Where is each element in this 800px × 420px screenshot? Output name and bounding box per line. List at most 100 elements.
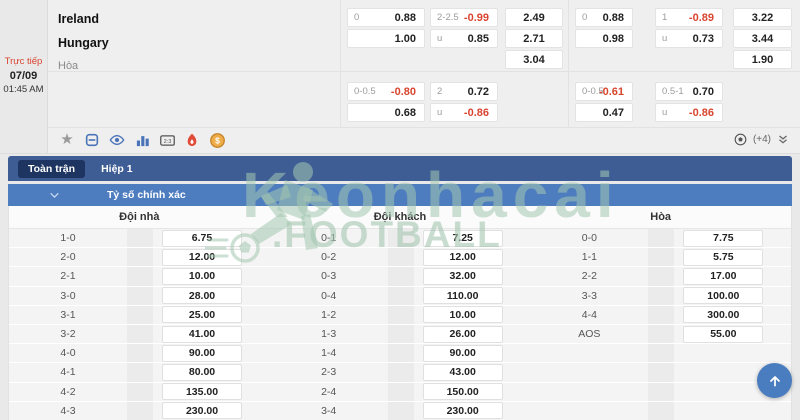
odds-box[interactable]: 150.00 [422,383,503,401]
h1-1x2-away-odds[interactable]: 3.44 [733,29,792,48]
table-row: 4-3 230.00 3-4 230.00 [9,401,791,420]
draw-score-cell: AOS 55.00 [530,324,791,344]
odds-value: 1.00 [394,32,416,45]
score-label: 2-3 [321,366,337,379]
table-row: 3-0 28.00 0-4 110.00 3-3 100.00 [9,286,791,306]
odds-box[interactable]: 230.00 [422,402,503,420]
ft2-under-odds[interactable]: u -0.86 [430,103,498,122]
odds-box-zone: 12.00 [153,248,270,266]
odds-box[interactable]: 135.00 [162,383,242,401]
table-header-row: Đội nhà Đội khách Hòa [9,206,791,229]
h1-under-odds[interactable]: u 0.73 [655,29,723,48]
odds-box[interactable]: 10.00 [162,267,242,285]
odds-box[interactable]: 6.75 [162,229,242,247]
h1-over-odds[interactable]: 1 -0.89 [655,8,723,27]
odds-box[interactable]: 43.00 [422,363,503,381]
handicap-line: 0-0.5 [354,86,376,97]
watch-eye-icon[interactable] [108,131,126,149]
odds-value: 3.44 [751,32,774,45]
odds-box[interactable]: 100.00 [683,287,764,305]
under-label: u [437,33,443,44]
divider [648,305,675,324]
hot-flame-icon[interactable] [183,131,201,149]
h1-1x2-draw-odds[interactable]: 1.90 [733,50,792,69]
correct-score-section-header[interactable]: Tỷ số chính xác [8,184,792,206]
score-label: 1-3 [321,328,337,341]
favorite-star-icon[interactable]: ★ [60,131,74,148]
ft-under-odds[interactable]: u 0.85 [430,29,498,48]
h12-handicap-home-odds[interactable]: 0-0.5 -0.61 [575,82,633,101]
h12-under-odds[interactable]: u -0.86 [655,103,723,122]
away-team-name[interactable]: Hungary [58,36,109,50]
odds-box[interactable]: 7.25 [422,229,503,247]
h1-handicap-home-odds[interactable]: 0 0.88 [575,8,633,27]
match-odds-section: Trực tiếp 07/09 01:45 AM Ireland Hungary… [0,0,800,154]
correct-score-table: Đội nhà Đội khách Hòa 1-0 6.75 0-1 7.25 0-0 7… [8,206,792,420]
ft-over-odds[interactable]: 2-2.5 -0.99 [430,8,498,27]
ft-1x2-draw-odds[interactable]: 3.04 [505,50,563,69]
odds-box-zone: 7.75 [674,229,791,247]
scoreboard-icon[interactable]: 2:3 [158,131,176,149]
divider [127,363,153,382]
away-score-cell: 0-3 32.00 [270,267,531,286]
divider [127,267,153,286]
odds-box[interactable]: 90.00 [162,344,242,362]
odds-value: -0.89 [688,11,714,24]
odds-box-zone: 41.00 [153,325,270,343]
home-score-cell: 4-0 90.00 [9,344,270,363]
odds-box[interactable]: 110.00 [422,287,503,305]
h12-over-odds[interactable]: 0.5-1 0.70 [655,82,723,101]
odds-box[interactable]: 12.00 [422,248,503,266]
arrow-up-icon [769,375,780,387]
ft2-over-odds[interactable]: 2 0.72 [430,82,498,101]
table-row: 1-0 6.75 0-1 7.25 0-0 7.75 [9,229,791,249]
divider [648,401,675,420]
divider [387,305,414,324]
h1-1x2-home-odds[interactable]: 3.22 [733,8,792,27]
divider [648,344,675,363]
h1-handicap-away-odds[interactable]: 0.98 [575,29,633,48]
tab-first-half[interactable]: Hiệp 1 [101,162,133,175]
tab-full-match[interactable]: Toàn trận [18,159,86,178]
ft-1x2-home-odds[interactable]: 2.49 [505,8,563,27]
odds-box[interactable]: 80.00 [162,363,242,381]
away-score-cell: 2-4 150.00 [270,382,531,401]
ft2-handicap-away-odds[interactable]: 0.68 [347,103,425,122]
coin-icon[interactable]: $ [208,131,226,149]
ft-handicap-away-odds[interactable]: 1.00 [347,29,425,48]
odds-box[interactable]: 10.00 [422,306,503,324]
odds-box[interactable]: 25.00 [162,306,242,324]
odds-box[interactable]: 32.00 [422,267,503,285]
ft-handicap-home-odds[interactable]: 0 0.88 [347,8,425,27]
odds-box[interactable]: 90.00 [422,344,503,362]
football-refresh-icon[interactable] [733,132,748,147]
ft2-handicap-home-odds[interactable]: 0-0.5 -0.80 [347,82,425,101]
odds-box[interactable]: 55.00 [683,325,764,343]
odds-box[interactable]: 300.00 [683,306,764,324]
odds-box[interactable]: 230.00 [162,402,242,420]
odds-box[interactable]: 12.00 [162,248,242,266]
odds-box[interactable]: 5.75 [683,248,764,266]
odds-box[interactable]: 7.75 [683,229,764,247]
odds-box-zone: 26.00 [414,325,531,343]
odds-box-zone: 28.00 [153,287,270,305]
odds-box[interactable]: 26.00 [422,325,503,343]
scroll-to-top-button[interactable] [757,363,792,398]
stats-chart-icon[interactable] [133,131,151,149]
ft-1x2-away-odds[interactable]: 2.71 [505,29,563,48]
home-score-cell: 4-2 135.00 [9,382,270,401]
odds-box[interactable]: 41.00 [162,325,242,343]
save-icon[interactable] [83,131,101,149]
expand-chevrons-icon[interactable] [776,132,790,147]
odds-value: 2.49 [523,11,545,24]
odds-box-zone: 5.75 [674,248,791,266]
odds-box[interactable]: 17.00 [683,267,764,285]
divider [127,344,153,363]
section-title: Tỷ số chính xác [107,189,186,201]
score-label: 4-2 [60,385,76,398]
h12-handicap-away-odds[interactable]: 0.47 [575,103,633,122]
home-team-name[interactable]: Ireland [58,12,99,26]
odds-value: -0.99 [463,11,489,24]
odds-box[interactable]: 28.00 [162,287,242,305]
